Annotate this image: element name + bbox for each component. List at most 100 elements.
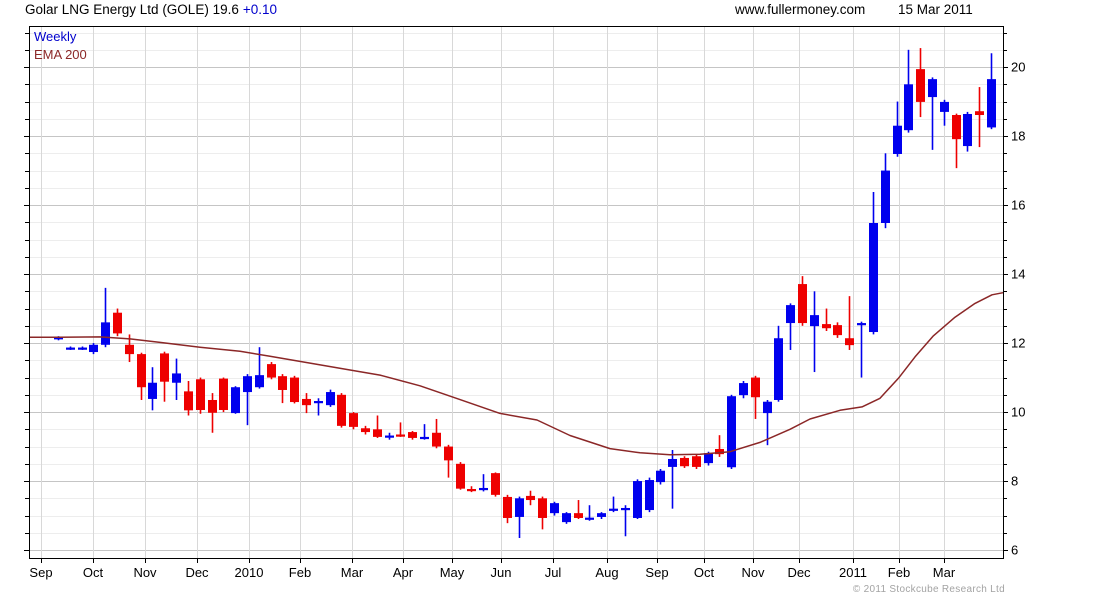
x-axis-label: Oct: [83, 565, 104, 580]
candle-up: [609, 496, 618, 513]
candle-up: [597, 512, 606, 520]
y-axis-label: 18: [1011, 129, 1025, 144]
candle-down: [278, 374, 287, 404]
candle-body: [89, 344, 98, 353]
candle-body: [975, 111, 984, 116]
candle-body: [444, 446, 453, 461]
candle-body: [349, 413, 358, 427]
candle-down: [952, 113, 961, 169]
candle-body: [645, 480, 654, 511]
candle-up: [928, 77, 937, 150]
candle-down: [467, 486, 476, 493]
candle-body: [148, 382, 157, 399]
candle-down: [751, 375, 760, 419]
candle-up: [243, 374, 252, 426]
candle-body: [609, 508, 618, 511]
candle-down: [337, 393, 346, 428]
candle-up: [479, 474, 488, 492]
candle-body: [928, 79, 937, 98]
candle-down: [396, 422, 405, 437]
candle-body: [692, 456, 701, 467]
candle-down: [267, 362, 276, 380]
candle-body: [231, 387, 240, 414]
x-axis-labels: Sep Oct Nov Dec 2010 Feb Mar Apr May Jun Jul Aug Sep…: [29, 565, 955, 580]
candle-body: [479, 487, 488, 491]
candle-up: [810, 291, 819, 373]
x-axis-label: Mar: [341, 565, 364, 580]
candle-down: [444, 444, 453, 478]
candle-body: [432, 432, 441, 447]
candle-down: [408, 431, 417, 440]
candle-body: [727, 396, 736, 468]
x-axis-label: Mar: [933, 565, 956, 580]
x-axis-label: Jul: [545, 565, 562, 580]
candle-up: [774, 325, 783, 402]
candle-up: [645, 477, 654, 513]
candle-up: [963, 111, 972, 152]
candle-up: [633, 479, 642, 520]
candle-down: [538, 496, 547, 530]
candle-down: [833, 322, 842, 338]
candle-down: [432, 418, 441, 449]
candle-body: [940, 101, 949, 112]
candle-body: [881, 170, 890, 223]
instrument-name: Golar LNG Energy Ltd (GOLE) 19.6: [25, 2, 239, 17]
candle-up: [420, 424, 429, 440]
candle-up: [515, 496, 524, 538]
y-axis-label: 6: [1011, 543, 1018, 558]
candle-down: [503, 494, 512, 524]
candle-body: [774, 338, 783, 400]
candle-body: [515, 498, 524, 517]
x-axis-label: May: [440, 565, 465, 580]
candle-body: [278, 376, 287, 390]
candle-down: [302, 393, 311, 414]
candle-up: [314, 398, 323, 416]
y-axis-ticks: [24, 33, 1008, 551]
y-axis-labels: 6 8 10 12 14 16 18 20: [1011, 60, 1025, 558]
candle-body: [857, 323, 866, 326]
candle-body: [810, 315, 819, 327]
candle-body: [290, 377, 299, 403]
x-axis-label: Jun: [491, 565, 512, 580]
candle-body: [538, 498, 547, 518]
candle-up: [893, 101, 902, 157]
candle-body: [373, 429, 382, 437]
y-axis-label: 16: [1011, 198, 1025, 213]
candle-down: [845, 296, 854, 350]
candle-body: [408, 432, 417, 438]
candle-body: [113, 312, 122, 334]
candle-up: [727, 394, 736, 469]
x-axis-label: Nov: [741, 565, 765, 580]
copyright-notice: © 2011 Stockcube Research Ltd: [852, 584, 1005, 595]
candle-body: [822, 324, 831, 329]
candle-body: [314, 401, 323, 404]
candle-up: [621, 505, 630, 537]
candle-body: [302, 398, 311, 406]
x-axis-label: Nov: [133, 565, 157, 580]
candle-body: [904, 84, 913, 131]
legend-weekly-label: Weekly: [34, 29, 77, 44]
plot-frame: [29, 26, 1004, 559]
candle-body: [668, 458, 677, 467]
x-axis-label: Aug: [595, 565, 618, 580]
candle-body: [420, 436, 429, 440]
candle-down: [975, 87, 984, 148]
website-link[interactable]: www.fullermoney.com: [735, 2, 866, 17]
candle-down: [137, 352, 146, 400]
h-gridlines-minor: [29, 33, 1003, 534]
candle-body: [739, 383, 748, 396]
candle-body: [267, 364, 276, 378]
candle-up: [668, 450, 677, 509]
candle-body: [208, 399, 217, 413]
x-axis-label: Dec: [787, 565, 811, 580]
candle-up: [78, 346, 87, 350]
candle-body: [656, 470, 665, 483]
candle-body: [786, 305, 795, 324]
ema-line: [29, 291, 1004, 456]
candle-body: [101, 322, 110, 345]
candle-up: [881, 153, 890, 229]
candle-up: [585, 505, 594, 521]
candle-body: [66, 347, 75, 350]
x-axis-label: Sep: [645, 565, 668, 580]
